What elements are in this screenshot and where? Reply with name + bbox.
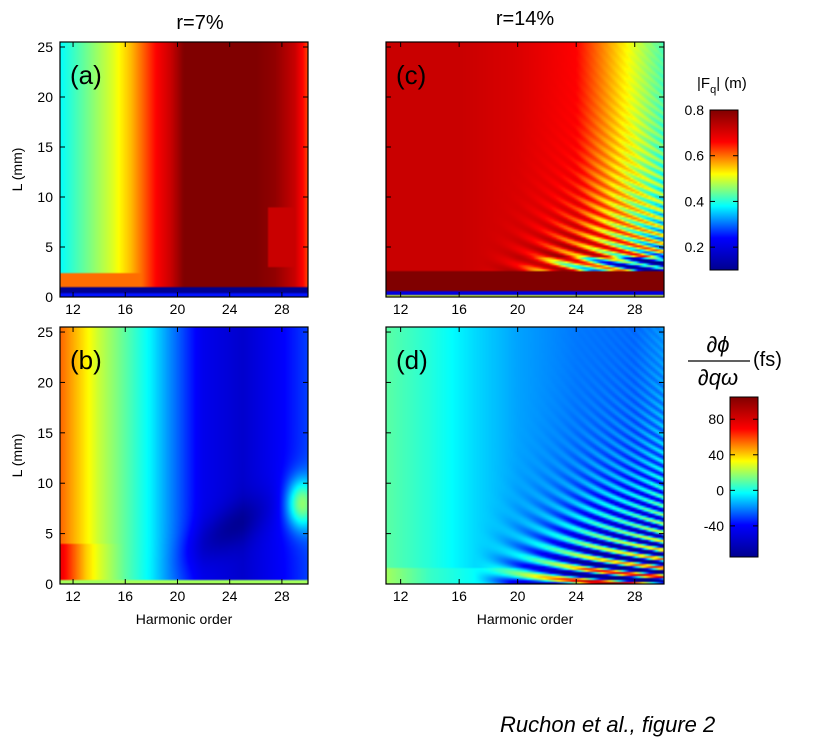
x-tick-label: 28 xyxy=(627,301,643,317)
colorbar-gradient xyxy=(709,109,739,271)
colorbar-tick-label: 80 xyxy=(708,411,724,427)
x-tick-label: 24 xyxy=(222,588,238,604)
heatmap-panel: 12 16 20 24 28 0 5 10 15 20 25 (a) L (mm) xyxy=(9,39,309,317)
x-tick-label: 28 xyxy=(627,588,643,604)
panel-label: (a) xyxy=(70,60,102,90)
colorbar-label: |Fq| (m) xyxy=(697,75,747,96)
colorbar: -40 0 40 80 ∂ϕ ∂qω (fs) xyxy=(688,332,782,558)
colorbar: 0.2 0.4 0.6 0.8 |Fq| (m) xyxy=(685,75,747,271)
panel-label: (d) xyxy=(396,345,428,375)
colorbar-tick-label: 0.8 xyxy=(685,102,705,118)
figure-caption: Ruchon et al., figure 2 xyxy=(500,712,716,737)
y-tick-label: 20 xyxy=(37,89,53,105)
heatmap-panel: 12 16 20 24 28 0 5 10 15 20 25 (b) L (mm) Harmonic or… xyxy=(9,324,309,627)
y-tick-label: 25 xyxy=(37,39,53,55)
x-tick-label: 24 xyxy=(568,301,584,317)
column-title-left: r=7% xyxy=(176,12,224,34)
x-tick-label: 24 xyxy=(568,588,584,604)
x-tick-label: 20 xyxy=(510,588,526,604)
y-tick-label: 5 xyxy=(45,239,53,255)
x-tick-label: 12 xyxy=(65,301,81,317)
x-tick-label: 28 xyxy=(274,301,290,317)
colorbar-tick-label: 0.4 xyxy=(685,193,705,209)
colorbar-tick-label: 0 xyxy=(716,482,724,498)
x-tick-label: 16 xyxy=(117,301,133,317)
plot-frame xyxy=(59,326,309,585)
panel-label: (b) xyxy=(70,345,102,375)
y-tick-label: 5 xyxy=(45,526,53,542)
y-axis-label: L (mm) xyxy=(9,148,25,192)
x-tick-label: 16 xyxy=(451,301,467,317)
x-tick-label: 20 xyxy=(170,588,186,604)
y-tick-label: 10 xyxy=(37,189,53,205)
heatmap-image xyxy=(386,42,664,297)
y-tick-label: 20 xyxy=(37,374,53,390)
x-tick-label: 20 xyxy=(510,301,526,317)
y-tick-label: 10 xyxy=(37,475,53,491)
x-tick-label: 16 xyxy=(117,588,133,604)
x-tick-label: 20 xyxy=(170,301,186,317)
y-tick-label: 15 xyxy=(37,139,53,155)
x-tick-label: 12 xyxy=(65,588,81,604)
heatmap-image xyxy=(60,42,308,297)
plot-frame xyxy=(385,326,665,585)
y-tick-label: 0 xyxy=(45,289,53,305)
panel-label: (c) xyxy=(396,60,426,90)
heatmap-image xyxy=(386,327,664,584)
y-axis-label: L (mm) xyxy=(9,434,25,478)
x-tick-label: 16 xyxy=(451,588,467,604)
colorbar-tick-label: 40 xyxy=(708,447,724,463)
colorbar-label-unit: (fs) xyxy=(753,349,782,371)
y-tick-label: 0 xyxy=(45,576,53,592)
plot-frame xyxy=(385,41,665,298)
y-tick-label: 15 xyxy=(37,425,53,441)
y-tick-label: 25 xyxy=(37,324,53,340)
colorbar-label-denominator: ∂qω xyxy=(698,365,738,390)
column-title-right: r=14% xyxy=(495,8,555,30)
x-tick-label: 28 xyxy=(274,588,290,604)
heatmap-image xyxy=(60,327,308,584)
plot-frame xyxy=(59,41,309,298)
heatmap-panel: 12 16 20 24 28 (d) Harmonic order xyxy=(385,326,665,627)
colorbar-gradient xyxy=(729,396,759,558)
colorbar-tick-label: 0.2 xyxy=(685,239,705,255)
heatmap-panel: 12 16 20 24 28 (c) xyxy=(385,41,665,317)
x-tick-label: 12 xyxy=(393,588,409,604)
x-tick-label: 24 xyxy=(222,301,238,317)
x-axis-label: Harmonic order xyxy=(477,611,574,627)
colorbar-tick-label: -40 xyxy=(704,518,724,534)
x-axis-label: Harmonic order xyxy=(136,611,233,627)
colorbar-label-numerator: ∂ϕ xyxy=(706,332,729,357)
x-tick-label: 12 xyxy=(393,301,409,317)
colorbar-tick-label: 0.6 xyxy=(685,148,705,164)
